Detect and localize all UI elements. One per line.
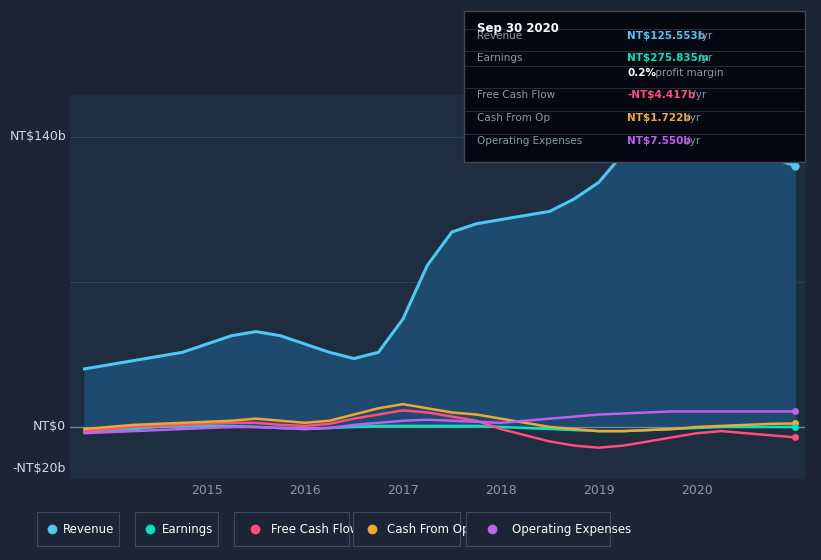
Text: NT$125.553b: NT$125.553b bbox=[627, 31, 706, 41]
Text: Cash From Op: Cash From Op bbox=[388, 522, 470, 536]
Text: NT$7.550b: NT$7.550b bbox=[627, 136, 691, 146]
Text: NT$0: NT$0 bbox=[33, 421, 67, 433]
Text: Cash From Op: Cash From Op bbox=[478, 113, 551, 123]
Text: Free Cash Flow: Free Cash Flow bbox=[271, 522, 359, 536]
Text: NT$140b: NT$140b bbox=[9, 130, 67, 143]
Text: /yr: /yr bbox=[689, 90, 706, 100]
Text: /yr: /yr bbox=[682, 136, 699, 146]
Text: Sep 30 2020: Sep 30 2020 bbox=[478, 22, 559, 35]
Text: -NT$20b: -NT$20b bbox=[13, 462, 67, 475]
Text: Earnings: Earnings bbox=[478, 53, 523, 63]
Text: Operating Expenses: Operating Expenses bbox=[512, 522, 631, 536]
Text: /yr: /yr bbox=[682, 113, 699, 123]
Text: Revenue: Revenue bbox=[63, 522, 115, 536]
Text: NT$1.722b: NT$1.722b bbox=[627, 113, 691, 123]
Text: Operating Expenses: Operating Expenses bbox=[478, 136, 583, 146]
Text: /yr: /yr bbox=[695, 53, 712, 63]
Text: Earnings: Earnings bbox=[162, 522, 213, 536]
Text: Revenue: Revenue bbox=[478, 31, 523, 41]
Text: 0.2%: 0.2% bbox=[627, 68, 657, 78]
Text: NT$275.835m: NT$275.835m bbox=[627, 53, 709, 63]
Text: -NT$4.417b: -NT$4.417b bbox=[627, 90, 695, 100]
Text: Free Cash Flow: Free Cash Flow bbox=[478, 90, 556, 100]
Text: profit margin: profit margin bbox=[652, 68, 723, 78]
Text: /yr: /yr bbox=[695, 31, 712, 41]
